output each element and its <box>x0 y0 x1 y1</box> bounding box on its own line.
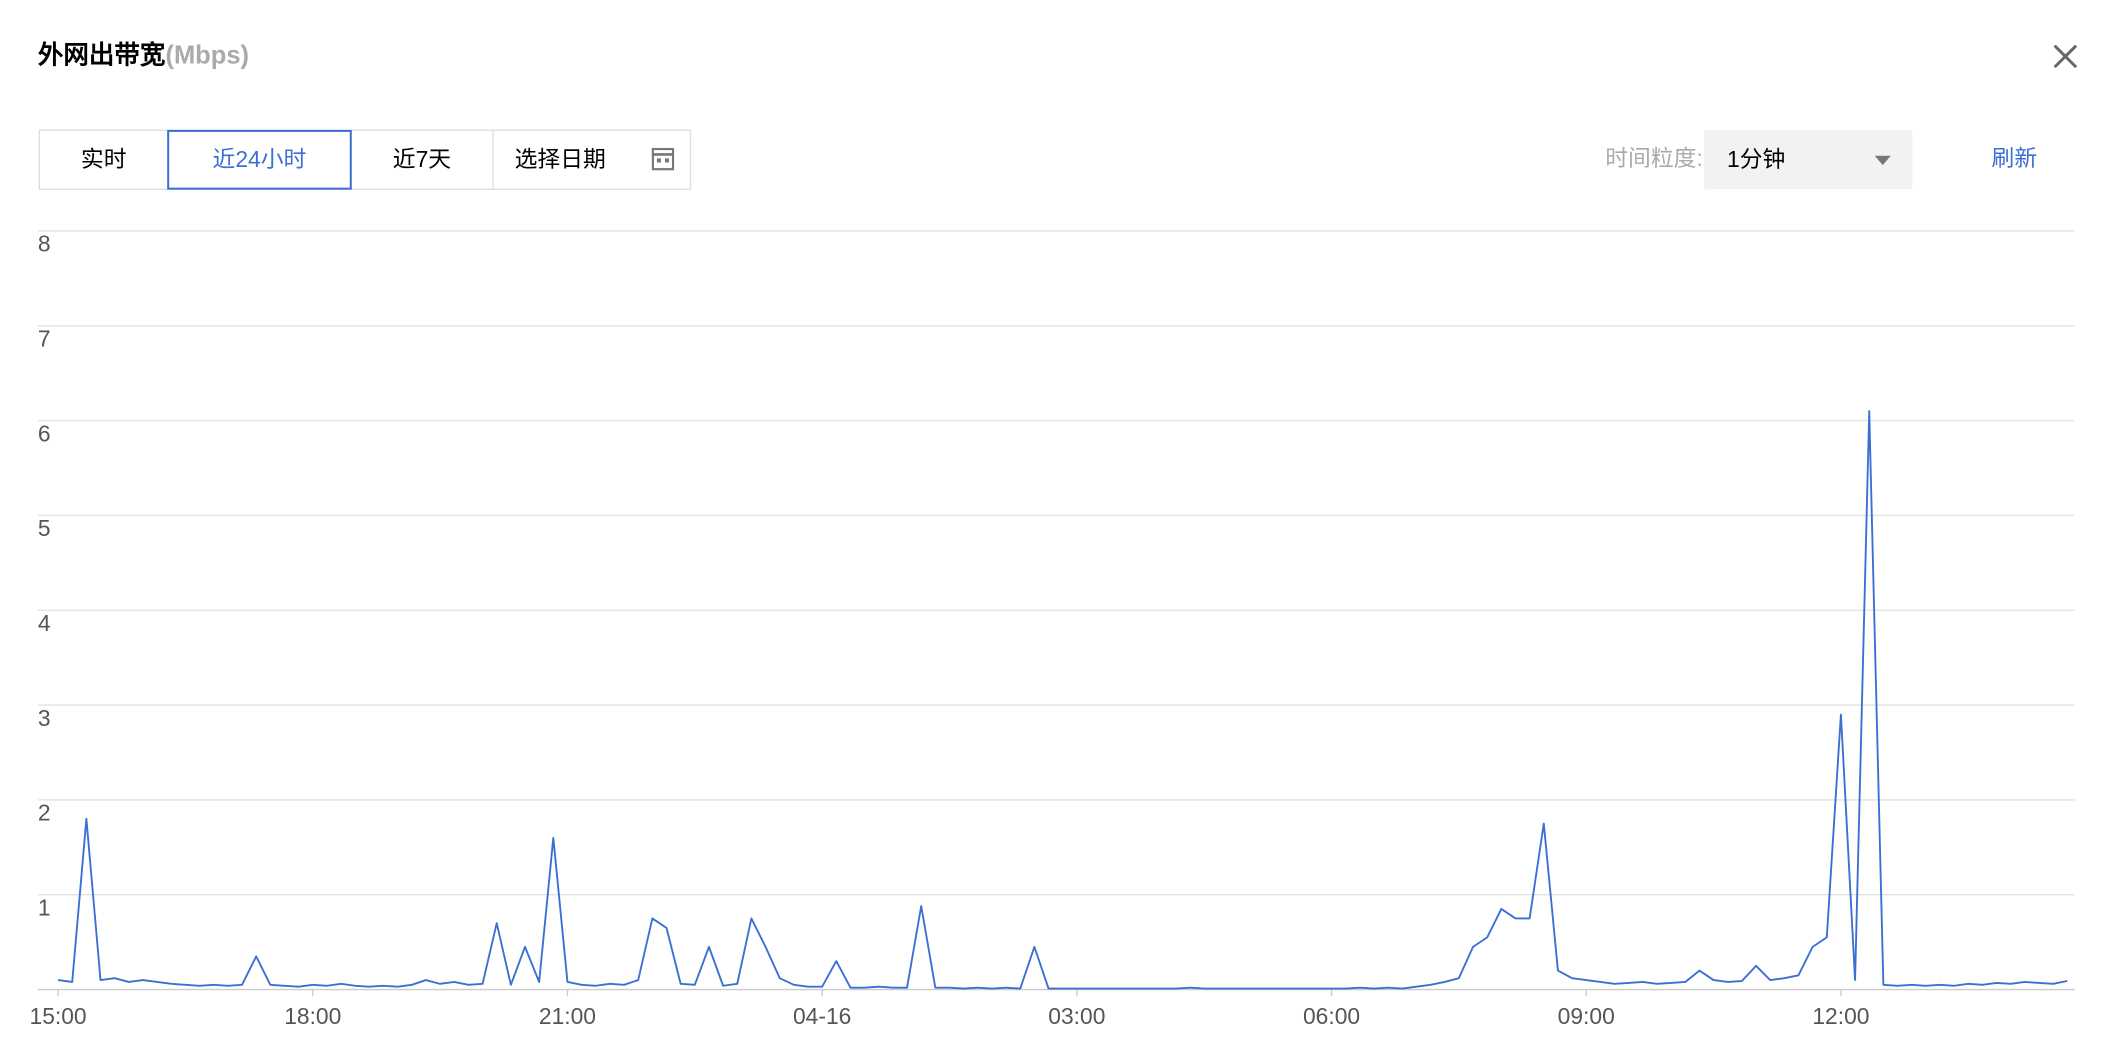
x-tick-label: 12:00 <box>1812 1003 1869 1029</box>
x-tick-label: 09:00 <box>1558 1003 1615 1029</box>
close-button[interactable] <box>2053 44 2078 69</box>
date-picker[interactable]: 选择日期 <box>515 146 675 172</box>
x-tick-label: 21:00 <box>539 1003 596 1029</box>
y-tick-label: 8 <box>38 231 51 257</box>
title: 外网出带宽(Mbps) <box>38 40 249 69</box>
range-button[interactable]: 实时 <box>81 146 127 172</box>
granularity-label: 时间粒度: <box>1605 145 1703 171</box>
range-label: 实时 <box>81 146 127 172</box>
x-tick-label: 18:00 <box>284 1003 341 1029</box>
y-tick-label: 4 <box>38 610 51 636</box>
y-tick-label: 7 <box>38 326 51 352</box>
granularity-select[interactable]: 1分钟 <box>1704 130 1913 190</box>
range-label: 近24小时 <box>213 146 307 172</box>
y-tick-label: 3 <box>38 705 51 731</box>
title-unit: (Mbps) <box>165 41 249 69</box>
active-border <box>167 129 352 190</box>
range-button[interactable]: 近7天 <box>393 146 451 172</box>
y-tick-label: 2 <box>38 800 51 826</box>
range-button[interactable]: 近24小时 <box>167 129 352 190</box>
series-line <box>57 410 2068 990</box>
x-tick-label: 06:00 <box>1303 1003 1360 1029</box>
title-text: 外网出带宽 <box>38 40 166 69</box>
y-tick-label: 5 <box>38 515 51 541</box>
granularity-value: 1分钟 <box>1727 146 1785 172</box>
date-picker-label: 选择日期 <box>515 146 606 172</box>
x-tick-label: 03:00 <box>1048 1003 1105 1029</box>
x-tick-label: 15:00 <box>30 1003 87 1029</box>
range-label: 近7天 <box>393 146 451 172</box>
y-tick-label: 1 <box>38 895 51 921</box>
range-group <box>38 129 692 190</box>
x-tick-label: 04-16 <box>793 1003 851 1029</box>
refresh-link[interactable]: 刷新 <box>1992 145 2038 171</box>
y-tick-label: 6 <box>38 420 51 446</box>
